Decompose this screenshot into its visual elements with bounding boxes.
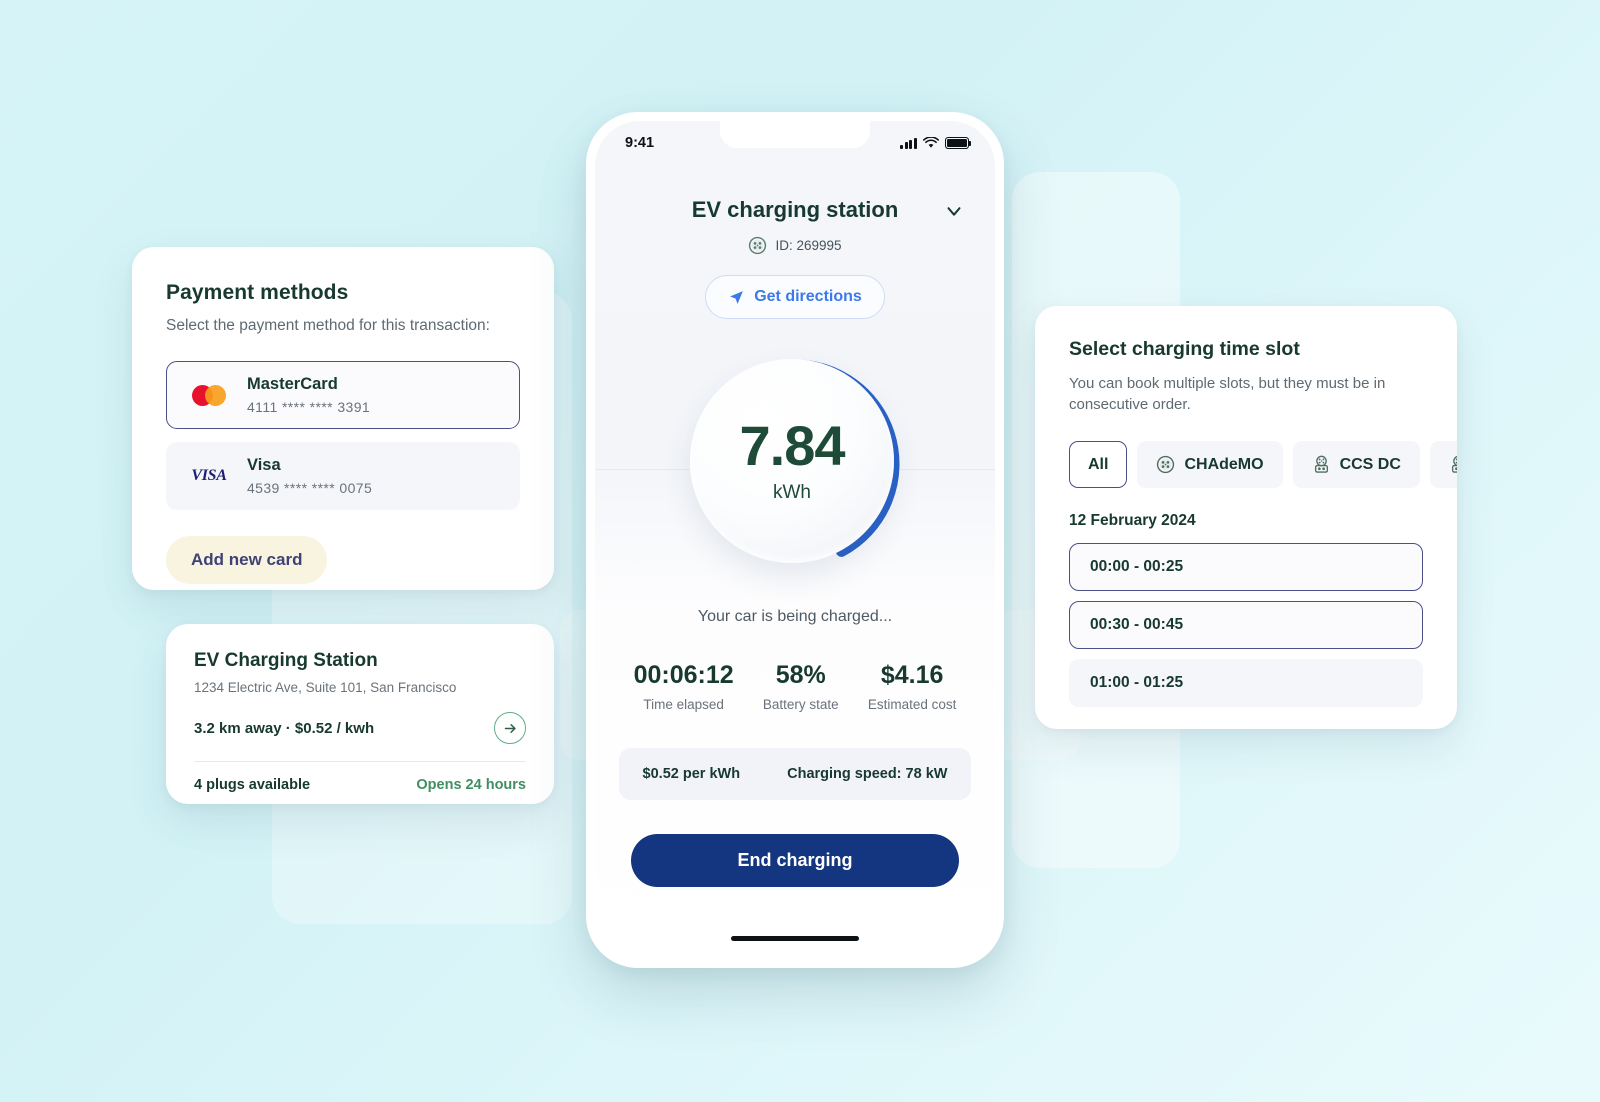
payment-method-list: MasterCard 4111 **** **** 3391 VISA Visa…: [166, 361, 520, 510]
stat-value: 58%: [775, 661, 826, 689]
filter-chip-overflow[interactable]: [1429, 441, 1457, 488]
rate-info-bar: $0.52 per kWh Charging speed: 78 kW: [619, 748, 971, 800]
status-bar-time: 9:41: [625, 135, 655, 151]
station-address: 1234 Electric Ave, Suite 101, San Franci…: [194, 680, 457, 695]
charging-stats-row: 00:06:12 Time elapsed 58% Battery state …: [619, 661, 971, 712]
stat-estimated-cost: $4.16 Estimated cost: [868, 661, 957, 712]
visa-logo: VISA: [191, 467, 227, 484]
phone-header: EV charging station: [595, 197, 995, 319]
station-plugs-available: 4 plugs available: [194, 777, 311, 793]
battery-full-icon: [945, 137, 972, 149]
time-slot-item[interactable]: 00:30 - 00:45: [1069, 601, 1423, 649]
stat-battery-state: 58% Battery state: [763, 661, 839, 712]
filter-chip-chademo[interactable]: CHAdeMO: [1137, 441, 1283, 488]
phone-screen: 9:41 EV charging station: [595, 121, 995, 959]
phone-mockup: 9:41 EV charging station: [586, 112, 1004, 968]
gauge-value: 7.84: [739, 414, 846, 477]
ev-station-card: EV Charging Station 1234 Electric Ave, S…: [166, 624, 554, 804]
time-slot-label: 00:00 - 00:25: [1090, 558, 1184, 575]
arrow-right-icon[interactable]: [494, 712, 526, 744]
payment-methods-card: Payment methods Select the payment metho…: [132, 247, 554, 590]
cellular-signal-icon: [899, 137, 917, 149]
station-distance-price: 3.2 km away · $0.52 / kwh: [194, 719, 375, 737]
station-opening-hours: Opens 24 hours: [416, 777, 526, 793]
add-new-card-button[interactable]: Add new card: [166, 536, 328, 584]
station-divider: [194, 761, 526, 762]
home-indicator[interactable]: [731, 936, 859, 941]
station-id-row: ID: 269995: [595, 236, 995, 255]
rate-speed: Charging speed: 78 kW: [787, 766, 948, 782]
time-slot-card: Select charging time slot You can book m…: [1035, 306, 1457, 729]
status-bar: 9:41: [595, 121, 995, 165]
stat-label: Battery state: [762, 697, 839, 712]
chademo-connector-icon: [749, 236, 767, 255]
time-slot-title: Select charging time slot: [1069, 338, 1300, 360]
charging-status-text: Your car is being charged...: [697, 608, 893, 625]
station-title: EV Charging Station: [194, 650, 378, 671]
time-slot-label: 00:30 - 00:45: [1090, 616, 1184, 633]
payment-method-number: 4539 **** **** 0075: [247, 480, 373, 496]
station-meta-row: 3.2 km away · $0.52 / kwh: [194, 712, 526, 744]
end-charging-button[interactable]: End charging: [631, 834, 959, 887]
time-slot-subtitle: You can book multiple slots, but they mu…: [1069, 375, 1386, 413]
payment-method-brand: Visa: [247, 456, 281, 474]
filter-chip-label: CHAdeMO: [1184, 455, 1264, 473]
gauge-unit: kWh: [773, 482, 811, 503]
slot-date-heading: 12 February 2024: [1069, 512, 1196, 529]
rate-price: $0.52 per kWh: [642, 766, 741, 782]
payment-method-mastercard[interactable]: MasterCard 4111 **** **** 3391: [166, 361, 520, 429]
filter-chip-label: All: [1088, 455, 1109, 473]
mastercard-logo: [187, 384, 231, 406]
payment-method-brand: MasterCard: [247, 375, 338, 393]
stat-value: 00:06:12: [633, 661, 734, 689]
station-footer-row: 4 plugs available Opens 24 hours: [194, 777, 526, 793]
ccs-connector-icon: [1451, 455, 1457, 473]
chademo-connector-icon: [1157, 455, 1175, 474]
payment-methods-subtitle: Select the payment method for this trans…: [166, 317, 490, 334]
charging-gauge: 7.84 kWh: [684, 353, 906, 575]
ccs-connector-icon: [1314, 455, 1328, 473]
station-id-label: ID: 269995: [775, 238, 842, 253]
stat-time-elapsed: 00:06:12 Time elapsed: [634, 661, 734, 712]
phone-notch: [720, 121, 870, 148]
gauge-dial: 7.84 kWh: [690, 359, 894, 563]
payment-methods-title: Payment methods: [166, 281, 349, 304]
filter-chip-ccs-dc[interactable]: CCS DC: [1292, 441, 1420, 488]
wifi-icon: [923, 137, 939, 148]
get-directions-label: Get directions: [754, 288, 862, 305]
connector-filter-row: All CHAdeMO: [1069, 441, 1457, 488]
time-slot-label: 01:00 - 01:25: [1090, 674, 1184, 691]
navigation-arrow-icon: [730, 290, 744, 304]
time-slot-item[interactable]: 01:00 - 01:25: [1069, 659, 1423, 707]
stat-label: Time elapsed: [643, 697, 724, 712]
stat-value: $4.16: [880, 661, 944, 689]
payment-method-number: 4111 **** **** 3391: [247, 399, 371, 415]
page-title: EV charging station: [691, 197, 899, 222]
payment-method-visa[interactable]: VISA Visa 4539 **** **** 0075: [166, 442, 520, 510]
get-directions-button[interactable]: Get directions: [705, 275, 885, 319]
filter-chip-label: CCS DC: [1339, 455, 1401, 473]
time-slot-item[interactable]: 00:00 - 00:25: [1069, 543, 1423, 591]
chevron-down-icon[interactable]: [943, 200, 965, 227]
time-slot-list: 00:00 - 00:25 00:30 - 00:45 01:00 - 01:2…: [1069, 543, 1423, 707]
filter-chip-all[interactable]: All: [1069, 441, 1128, 488]
stat-label: Estimated cost: [867, 697, 957, 712]
